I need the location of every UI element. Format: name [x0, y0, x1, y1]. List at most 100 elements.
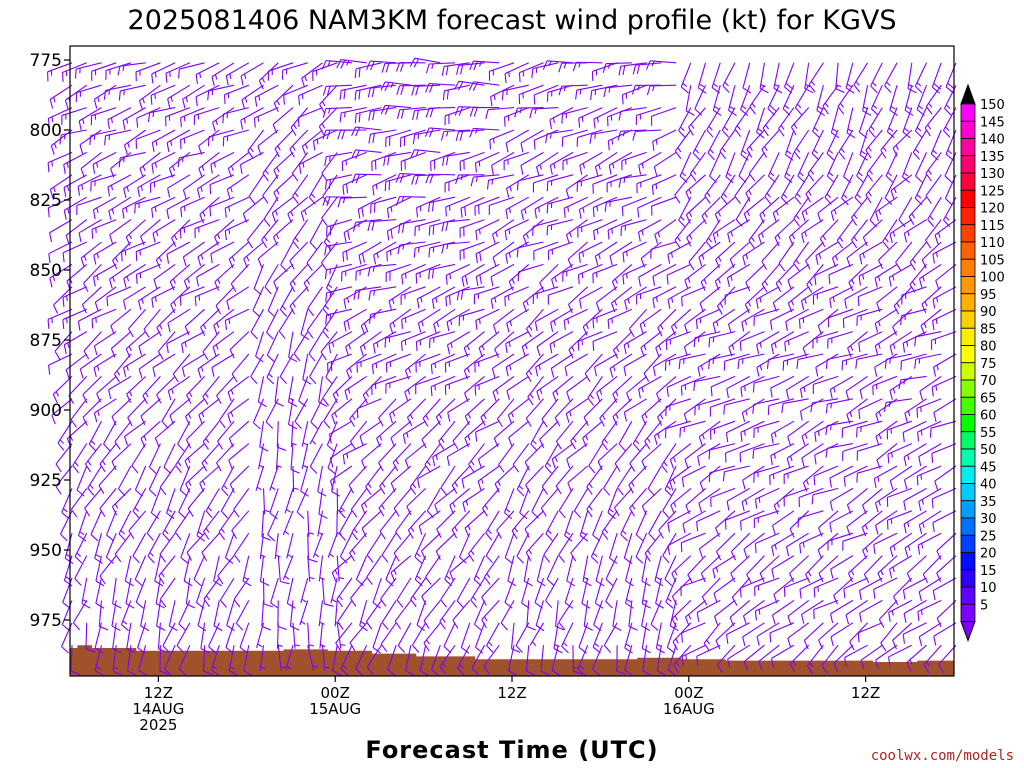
wind-barbs [47, 57, 957, 677]
wind-barb [622, 241, 647, 263]
wind-barb [526, 308, 544, 338]
wind-barb [194, 219, 220, 239]
wind-barb [76, 465, 88, 497]
wind-barb [755, 286, 780, 309]
wind-barb [228, 443, 250, 470]
wind-barb [603, 84, 632, 98]
wind-barb [679, 420, 706, 438]
wind-barb [612, 600, 622, 631]
wind-barb [496, 398, 515, 428]
wind-barb [459, 241, 485, 261]
wind-barb [900, 353, 927, 371]
wind-barb [558, 488, 574, 519]
wind-barb [694, 84, 707, 116]
wind-barb [168, 151, 191, 178]
wind-barb [586, 488, 603, 518]
wind-barb [70, 398, 88, 428]
wind-barb [759, 62, 769, 94]
wind-barb [202, 420, 220, 450]
wind-barb [877, 555, 898, 583]
wind-barb [49, 263, 73, 288]
wind-barb [678, 353, 706, 370]
wind-barb [551, 443, 574, 469]
wind-barb [92, 151, 117, 174]
wind-barb [772, 510, 795, 535]
wind-barb [203, 577, 220, 608]
wind-barb [219, 398, 235, 429]
wind-barb [77, 510, 88, 542]
wind-barb [445, 263, 471, 285]
wind-barb [870, 62, 883, 94]
wind-barb [212, 331, 235, 357]
wind-barb [106, 510, 117, 542]
wind-barb [847, 555, 868, 583]
wind-barb [94, 286, 117, 312]
wind-barb [698, 241, 721, 267]
wind-barb [699, 465, 721, 492]
wind-barb [708, 465, 736, 483]
wind-barb [217, 420, 235, 450]
wind-barb [861, 487, 883, 515]
wind-barb [843, 465, 868, 487]
wind-barb [381, 532, 397, 563]
wind-barb [209, 196, 235, 217]
wind-barb [135, 129, 161, 149]
wind-barb [699, 286, 721, 313]
wind-barb [680, 577, 706, 597]
wind-barb [693, 375, 721, 392]
wind-barb [640, 331, 662, 357]
wind-barb [761, 241, 780, 270]
wind-barb [367, 219, 397, 232]
wind-barb [592, 196, 618, 218]
wind-barb [643, 353, 662, 382]
wind-barb [331, 555, 353, 582]
wind-barb [136, 107, 161, 128]
wind-barb [631, 84, 662, 95]
wind-barb [343, 308, 367, 332]
wind-barb [729, 599, 751, 627]
colorbar-swatch [960, 293, 976, 312]
wind-barb [761, 264, 780, 293]
wind-barb [224, 308, 250, 330]
wind-barb [303, 264, 323, 292]
wind-barb [319, 622, 326, 649]
wind-barb [674, 129, 692, 159]
wind-barb [324, 241, 353, 256]
wind-barb [389, 398, 412, 424]
wind-barb [332, 645, 342, 676]
wind-barb [338, 510, 353, 541]
wind-barb [124, 420, 146, 446]
wind-barb [685, 196, 706, 224]
wind-barb [126, 375, 147, 403]
wind-barb [205, 488, 220, 519]
wind-barb [433, 308, 456, 334]
wind-barb [309, 443, 323, 474]
wind-barb [393, 488, 412, 517]
wind-barb [312, 62, 338, 82]
wind-barb [345, 331, 367, 357]
wind-barb [283, 84, 308, 105]
wind-barb [231, 353, 250, 383]
wind-barb [902, 577, 927, 600]
wind-barb [665, 331, 691, 351]
wind-barb [858, 331, 883, 353]
colorbar-label: 50 [980, 443, 997, 458]
wind-barb [830, 107, 840, 139]
wind-barb [328, 331, 353, 354]
wind-barb [818, 622, 839, 649]
wind-barb [463, 353, 485, 380]
wind-barb [661, 443, 677, 474]
wind-barb [722, 62, 736, 94]
wind-barb [743, 196, 765, 223]
wind-barb [882, 219, 898, 250]
wind-barb [151, 286, 176, 308]
wind-barb [667, 645, 677, 677]
wind-barb [297, 107, 323, 127]
wind-barb [722, 465, 750, 482]
wind-barb [565, 398, 588, 423]
wind-barb [664, 353, 691, 371]
wind-barb [292, 622, 300, 649]
wind-barb [175, 443, 191, 474]
wind-barb [436, 510, 456, 538]
wind-barb [325, 286, 353, 303]
